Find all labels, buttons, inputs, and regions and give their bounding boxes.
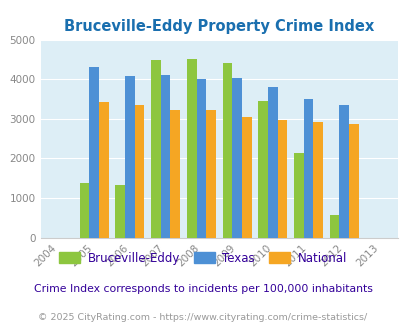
Bar (222, 63, 232, 238)
Title: Bruceville-Eddy Property Crime Index: Bruceville-Eddy Property Crime Index (64, 19, 373, 34)
Bar (186, 59, 196, 238)
Legend: Bruceville-Eddy, Texas, National: Bruceville-Eddy, Texas, National (54, 247, 351, 269)
Bar (115, 184, 125, 238)
Bar (99, 102, 109, 238)
Bar (303, 99, 313, 238)
Bar (329, 215, 339, 238)
Bar (160, 75, 170, 238)
Bar (241, 117, 251, 238)
Bar (267, 87, 277, 238)
Bar (170, 110, 180, 238)
Bar (348, 124, 358, 238)
Bar (339, 105, 348, 238)
Bar (313, 122, 322, 238)
Bar (79, 183, 89, 238)
Bar (206, 110, 215, 238)
Bar (258, 101, 267, 238)
Bar (196, 79, 206, 238)
Bar (125, 76, 134, 238)
Bar (89, 67, 99, 238)
Text: © 2025 CityRating.com - https://www.cityrating.com/crime-statistics/: © 2025 CityRating.com - https://www.city… (38, 313, 367, 322)
Bar (293, 153, 303, 238)
Bar (232, 79, 241, 238)
Bar (134, 105, 144, 238)
Text: Crime Index corresponds to incidents per 100,000 inhabitants: Crime Index corresponds to incidents per… (34, 284, 371, 294)
Bar (277, 120, 287, 238)
Bar (151, 60, 160, 238)
